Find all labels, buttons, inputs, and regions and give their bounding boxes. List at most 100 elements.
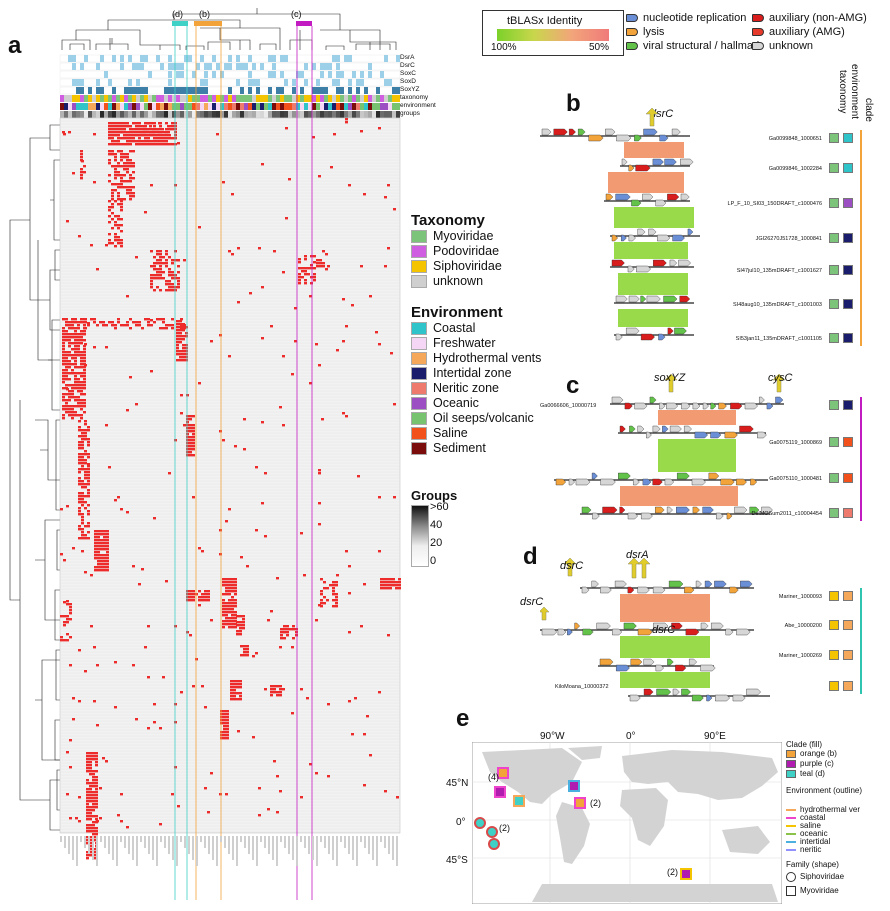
heatmap-cell xyxy=(165,289,168,292)
heatmap-cell xyxy=(132,664,135,667)
heatmap-cell xyxy=(383,584,386,587)
heatmap-cell xyxy=(120,153,123,156)
heatmap-cell xyxy=(77,354,80,357)
heatmap-cell xyxy=(225,581,228,584)
heatmap-cell xyxy=(92,776,95,779)
annotation-cell xyxy=(228,55,232,62)
environment-cell xyxy=(264,103,268,110)
heatmap-cell xyxy=(153,134,156,137)
heatmap-cell xyxy=(222,584,225,587)
gene-arrow xyxy=(605,128,616,136)
heatmap-cell xyxy=(95,776,98,779)
heatmap-cell xyxy=(81,537,84,540)
gene-arrow xyxy=(611,234,619,242)
heatmap-cell xyxy=(74,381,77,384)
groups-cell xyxy=(284,111,288,118)
gene-arrow xyxy=(655,506,665,514)
groups-cell xyxy=(104,111,108,118)
heatmap-cell xyxy=(386,587,389,590)
siphoviridae-marker xyxy=(474,817,486,829)
heatmap-cell xyxy=(120,508,123,511)
heatmap-cell xyxy=(327,265,330,268)
environment-marker xyxy=(843,681,853,691)
gene-arrow xyxy=(633,478,640,486)
heatmap-cell xyxy=(159,271,162,274)
annotation-cell xyxy=(348,79,352,86)
annotation-cell xyxy=(336,63,340,70)
heatmap-cell xyxy=(231,614,234,617)
heatmap-cell xyxy=(396,796,399,799)
gene-class-item: auxiliary (AMG) xyxy=(752,26,845,38)
heatmap-cell xyxy=(92,830,95,833)
gene-arrow xyxy=(611,259,625,267)
groups-cell xyxy=(152,111,156,118)
gene-arrow xyxy=(626,327,640,335)
heatmap-cell xyxy=(219,793,222,796)
clade-legend-label: orange (b) xyxy=(800,749,837,758)
heatmap-cell xyxy=(301,267,304,270)
heatmap-cell xyxy=(223,710,226,713)
heatmap-cell xyxy=(114,140,117,143)
env-line-swatch xyxy=(786,841,796,843)
heatmap-cell xyxy=(288,178,291,181)
heatmap-cell xyxy=(168,268,171,271)
heatmap-cell xyxy=(383,587,386,590)
heatmap-cell xyxy=(225,793,228,796)
annotation-cell xyxy=(292,79,296,86)
heatmap-cell xyxy=(123,174,126,177)
heatmap-cell xyxy=(174,766,177,769)
heatmap-cell xyxy=(138,137,141,140)
groups-cell xyxy=(240,111,244,118)
heatmap-cell xyxy=(230,698,233,701)
heatmap-cell xyxy=(103,548,106,551)
heatmap-cell xyxy=(132,321,135,324)
heatmap-cell xyxy=(62,354,65,357)
heatmap-cell xyxy=(310,264,313,267)
heatmap-cell xyxy=(74,351,77,354)
groups-cell xyxy=(140,111,144,118)
heatmap-cell xyxy=(383,578,386,581)
gene-arrow xyxy=(716,512,724,520)
heatmap-cell xyxy=(103,530,106,533)
heatmap-cell xyxy=(150,128,153,131)
annotation-cell xyxy=(208,63,212,70)
heatmap-cell xyxy=(345,415,348,418)
heatmap-cell xyxy=(74,360,77,363)
environment-swatch xyxy=(411,426,427,440)
taxonomy-cell xyxy=(252,95,256,102)
heatmap-cell xyxy=(65,318,68,321)
environment-marker xyxy=(843,333,853,343)
heatmap-cell xyxy=(69,636,72,639)
taxonomy-cell xyxy=(84,95,88,102)
heatmap-cell xyxy=(77,381,80,384)
heatmap-cell xyxy=(225,593,228,596)
heatmap-cell xyxy=(117,162,120,165)
environment-cell xyxy=(64,103,68,110)
annotation-cell xyxy=(280,87,284,94)
heatmap-cell xyxy=(65,369,68,372)
heatmap-cell xyxy=(92,794,95,797)
annotation-cell xyxy=(100,87,104,94)
heatmap-cell xyxy=(68,363,71,366)
groups-cell xyxy=(156,111,160,118)
gene-arrow xyxy=(700,664,716,672)
heatmap-cell xyxy=(97,539,100,542)
heatmap-cell xyxy=(279,694,282,697)
heatmap-cell xyxy=(195,593,198,596)
annotation-cell xyxy=(196,63,200,70)
heatmap-cell xyxy=(126,409,129,412)
heatmap-cell xyxy=(177,265,180,268)
heatmap-cell xyxy=(298,258,301,261)
heatmap-cell xyxy=(294,340,297,343)
groups-cell xyxy=(108,111,112,118)
taxonomy-cell xyxy=(104,95,108,102)
heatmap-cell xyxy=(165,137,168,140)
groups-cell xyxy=(236,111,240,118)
heatmap-cell xyxy=(292,637,295,640)
annotation-cell xyxy=(200,79,204,86)
column-label-mark xyxy=(104,836,106,848)
gene-arrow xyxy=(646,431,652,439)
heatmap-cell xyxy=(87,525,90,528)
heatmap-cell xyxy=(171,125,174,128)
heatmap-cell xyxy=(298,267,301,270)
